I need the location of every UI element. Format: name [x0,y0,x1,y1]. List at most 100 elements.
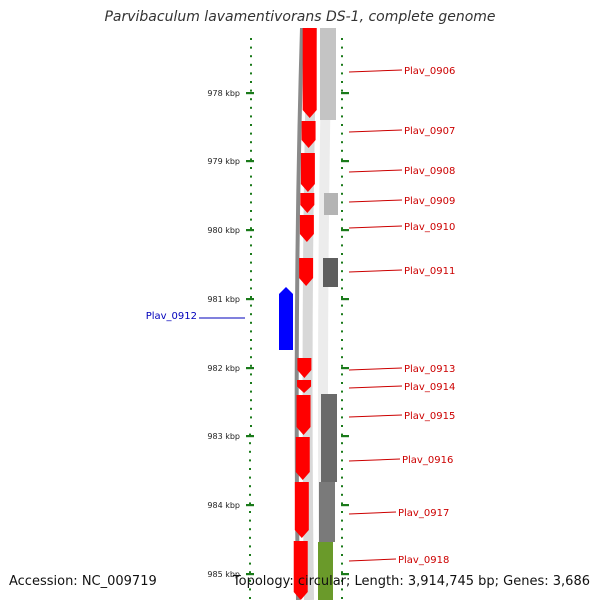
minor-tick [341,399,343,402]
label-leader [348,225,403,229]
minor-tick [341,227,343,230]
minor-tick [341,106,343,109]
major-tick [246,367,254,370]
minor-tick [250,201,252,204]
minor-tick [341,571,343,574]
minor-tick [341,364,343,367]
minor-tick [341,407,343,410]
minor-tick [249,528,251,531]
minor-tick [249,450,251,453]
minor-tick [341,296,343,298]
minor-tick [250,287,252,290]
minor-tick [250,270,252,273]
minor-tick [341,416,343,419]
minor-tick [250,330,252,333]
tick-label: 979 kbp [207,157,240,166]
minor-tick [341,184,343,187]
gene-arrow-Plav_0915 [296,395,311,435]
gene-label-Plav_0916: Plav_0916 [402,455,453,466]
minor-tick [250,158,252,161]
minor-tick [249,597,251,599]
minor-tick [341,493,343,496]
minor-tick [341,167,343,169]
major-tick [246,160,254,163]
gene-arrow-Plav_0917 [294,482,309,538]
gene-arrow-Plav_0912 [279,287,293,350]
minor-tick [249,519,251,522]
minor-tick [250,373,252,376]
minor-tick [250,89,252,92]
minor-tick [341,562,343,565]
minor-tick [250,115,252,118]
minor-tick [250,132,252,135]
minor-tick [250,399,252,402]
minor-tick [341,253,343,255]
minor-tick [341,588,343,591]
minor-tick [341,321,343,324]
minor-tick [250,253,252,255]
label-leader [348,129,403,133]
tick-label: 985 kbp [207,570,240,579]
major-tick [341,504,349,507]
minor-tick [341,579,343,582]
minor-tick [341,149,343,152]
label-leader [348,414,403,418]
gene-arrow-Plav_0914 [297,380,312,393]
minor-tick [250,38,252,40]
minor-tick [250,175,252,178]
minor-tick [250,218,252,221]
minor-tick [250,407,252,410]
minor-tick [341,141,343,144]
label-leader [348,511,397,515]
gene-labels: Plav_0906 Plav_0907 Plav_0908 Plav_0909 Plav… [146,66,456,566]
minor-tick [250,124,252,126]
minor-tick [341,89,343,92]
minor-tick [341,124,343,126]
minor-tick [249,476,251,479]
minor-tick [341,158,343,161]
minor-tick [341,218,343,221]
minor-tick [249,536,251,539]
minor-tick [249,571,251,574]
minor-tick [341,38,343,40]
gene-arrow-Plav_0907 [301,121,316,148]
gene-arrow-Plav_0918 [293,541,308,600]
tick-label: 978 kbp [207,89,240,98]
tick-label: 982 kbp [207,364,240,373]
tick-labels: 978 kbp 979 kbp 980 kbp 981 kbp 982 kbp 983 k… [207,89,240,579]
gene-label-Plav_0911: Plav_0911 [404,266,455,277]
gene-label-Plav_0914: Plav_0914 [404,382,455,393]
minor-tick [249,511,251,513]
minor-tick [341,98,343,101]
accession-text: Accession: NC_009719 [9,574,157,589]
minor-tick [341,261,343,264]
minor-tick [341,304,343,307]
minor-tick [249,433,251,436]
minor-tick [249,554,251,556]
major-tick [246,573,254,576]
tick-label: 983 kbp [207,432,240,441]
minor-tick [341,330,343,333]
minor-tick [249,485,251,488]
minor-tick [341,115,343,118]
minor-tick [341,235,343,238]
minor-tick [249,442,251,445]
comparison-block [319,482,335,542]
minor-tick [341,382,343,384]
label-leader [348,385,403,389]
major-tick [341,160,349,163]
gene-label-Plav_0910: Plav_0910 [404,222,455,233]
minor-tick [341,192,343,195]
minor-tick [250,149,252,152]
minor-tick [250,356,252,359]
minor-tick [249,562,251,565]
label-leader [348,367,403,371]
gene-label-Plav_0908: Plav_0908 [404,166,455,177]
minor-tick [250,227,252,230]
minor-tick [250,167,252,169]
gene-label-Plav_0907: Plav_0907 [404,126,455,137]
minor-tick [250,261,252,264]
minor-tick [250,72,252,75]
tick-label: 981 kbp [207,295,240,304]
